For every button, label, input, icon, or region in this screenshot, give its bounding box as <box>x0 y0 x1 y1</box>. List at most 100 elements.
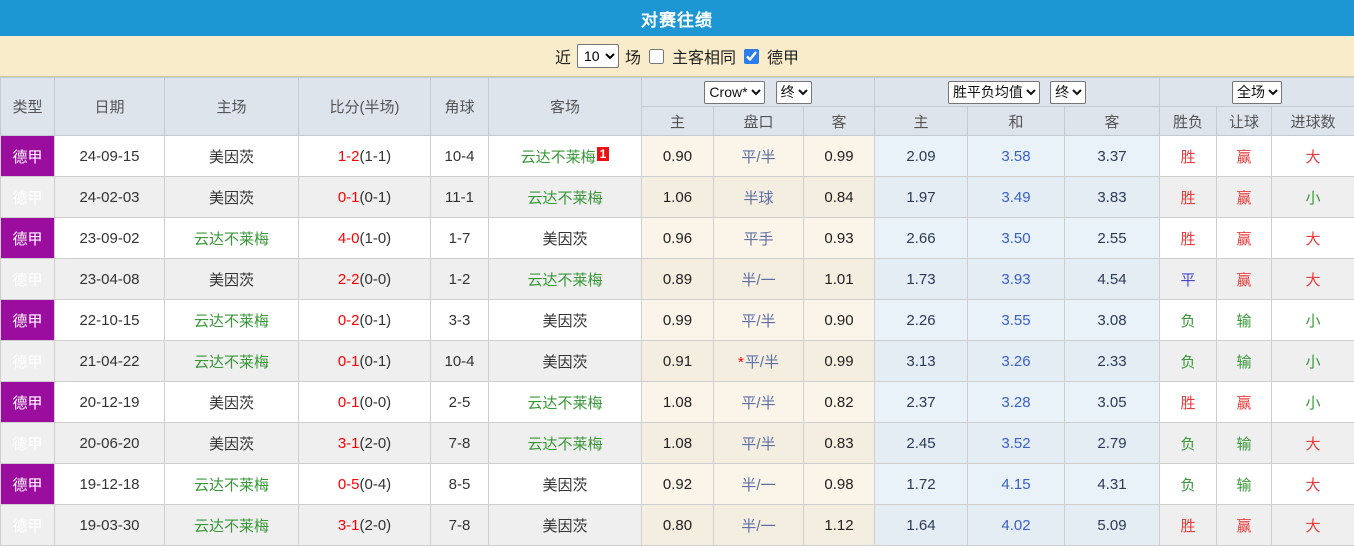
avg-away-odds: 2.55 <box>1064 217 1161 259</box>
bookmaker-select[interactable]: Crow* <box>704 80 766 104</box>
halftime-score: (0-1) <box>359 311 392 329</box>
asia-home-odds: 1.08 <box>641 422 714 464</box>
avg-draw-odds: 3.50 <box>967 217 1066 259</box>
result-group-header: 全场 <box>1159 77 1354 107</box>
league-filter-label: 德甲 <box>767 50 800 67</box>
match-row: 德甲 22-10-15 云达不莱梅 0-2(0-1) 3-3 美因茨 0.99 平/半 0.90… <box>0 299 1354 341</box>
halftime-score: (2-0) <box>359 516 392 534</box>
handicap-result-cell: 输 <box>1216 299 1273 341</box>
col-header-home: 主场 <box>164 77 299 136</box>
away-team: 美因茨 <box>488 504 642 546</box>
recent-label: 近 <box>554 50 571 67</box>
away-team: 美因茨 <box>488 299 642 341</box>
corners-cell: 3-3 <box>430 299 489 341</box>
corners-cell: 7-8 <box>430 422 489 464</box>
goals-result-cell: 小 <box>1271 176 1354 218</box>
col-header-score: 比分(半场) <box>298 77 431 136</box>
asia-handicap: *平/半 <box>713 340 804 382</box>
avg-away-odds: 3.37 <box>1064 135 1161 177</box>
avg-home-odds: 3.13 <box>874 340 969 382</box>
col-header-avg-home: 主 <box>874 106 969 136</box>
corners-cell: 7-8 <box>430 504 489 546</box>
avg-draw-odds: 4.02 <box>967 504 1066 546</box>
avg-home-odds: 1.97 <box>874 176 969 218</box>
match-row: 德甲 24-02-03 美因茨 0-1(0-1) 11-1 云达不莱梅 1.06 半球 0.84… <box>0 176 1354 218</box>
corners-cell: 10-4 <box>430 135 489 177</box>
league-cell: 德甲 <box>0 258 55 300</box>
halftime-score: (0-0) <box>359 393 392 411</box>
asia-home-odds: 0.99 <box>641 299 714 341</box>
recent-count-select[interactable]: 10 <box>576 44 619 68</box>
fulltime-score: 1-2 <box>337 147 360 165</box>
avg-draw-odds: 3.93 <box>967 258 1066 300</box>
avg-away-odds: 5.09 <box>1064 504 1161 546</box>
result-cell: 胜 <box>1159 217 1218 259</box>
asia-away-odds: 0.99 <box>802 340 876 382</box>
home-team: 美因茨 <box>164 258 299 300</box>
col-header-handicap-result: 让球 <box>1216 106 1273 136</box>
asia-away-odds: 0.98 <box>802 463 876 505</box>
halftime-score: (1-0) <box>359 229 392 247</box>
h2h-table: 类型 日期 主场 比分(半场) 角球 客场 Crow* 终 胜平负均值 <box>0 77 1354 546</box>
date-cell: 20-12-19 <box>54 381 165 423</box>
col-header-avg-draw: 和 <box>967 106 1066 136</box>
league-checkbox[interactable] <box>744 48 760 64</box>
avg-type-select[interactable]: 胜平负均值 <box>947 80 1040 104</box>
avg-away-odds: 4.54 <box>1064 258 1161 300</box>
goals-result-cell: 小 <box>1271 299 1354 341</box>
score-cell: 0-1(0-0) <box>298 381 431 423</box>
asia-handicap: 平/半 <box>713 422 804 464</box>
fulltime-score: 3-1 <box>337 434 360 452</box>
handicap-result-cell: 赢 <box>1216 381 1273 423</box>
avg-home-odds: 2.66 <box>874 217 969 259</box>
asia-away-odds: 0.84 <box>802 176 876 218</box>
same-venue-checkbox[interactable] <box>649 48 664 64</box>
avg-home-odds: 1.72 <box>874 463 969 505</box>
header-labels-row: 主 盘口 客 主 和 客 胜负 让球 进球数 <box>1 106 1354 136</box>
result-cell: 平 <box>1159 258 1218 300</box>
asia-handicap: 半/一 <box>713 463 804 505</box>
goals-result-cell: 大 <box>1271 463 1354 505</box>
avg-odds-group-header: 胜平负均值 终 <box>874 77 1161 107</box>
fulltime-score: 3-1 <box>337 516 360 534</box>
fulltime-score: 0-2 <box>337 311 360 329</box>
fulltime-score: 0-1 <box>337 393 360 411</box>
goals-result-cell: 大 <box>1271 504 1354 546</box>
avg-away-odds: 3.05 <box>1064 381 1161 423</box>
col-header-type: 类型 <box>0 77 55 136</box>
corners-cell: 1-2 <box>430 258 489 300</box>
asia-away-odds: 1.01 <box>802 258 876 300</box>
fulltime-score: 4-0 <box>337 229 360 247</box>
handicap-result-cell: 赢 <box>1216 135 1273 177</box>
score-cell: 0-1(0-1) <box>298 340 431 382</box>
avg-away-odds: 2.33 <box>1064 340 1161 382</box>
avg-time-select[interactable]: 终 <box>1050 80 1087 104</box>
date-cell: 23-04-08 <box>54 258 165 300</box>
away-team: 云达不莱梅 1 <box>488 135 642 177</box>
corners-cell: 2-5 <box>430 381 489 423</box>
match-row: 德甲 20-06-20 美因茨 3-1(2-0) 7-8 云达不莱梅 1.08 平/半 0.83… <box>0 422 1354 464</box>
asia-home-odds: 0.89 <box>641 258 714 300</box>
result-cell: 负 <box>1159 463 1218 505</box>
away-team: 云达不莱梅 <box>488 176 642 218</box>
asia-home-odds: 0.92 <box>641 463 714 505</box>
score-cell: 2-2(0-0) <box>298 258 431 300</box>
handicap-result-cell: 赢 <box>1216 258 1273 300</box>
asia-home-odds: 1.06 <box>641 176 714 218</box>
home-team: 美因茨 <box>164 381 299 423</box>
score-cell: 1-2(1-1) <box>298 135 431 177</box>
match-row: 德甲 24-09-15 美因茨 1-2(1-1) 10-4 云达不莱梅 1 0.90 平/半 0.… <box>0 135 1354 177</box>
home-team: 云达不莱梅 <box>164 463 299 505</box>
avg-away-odds: 2.79 <box>1064 422 1161 464</box>
asia-handicap: 半球 <box>713 176 804 218</box>
score-cell: 3-1(2-0) <box>298 504 431 546</box>
scope-select[interactable]: 全场 <box>1232 80 1283 104</box>
score-cell: 3-1(2-0) <box>298 422 431 464</box>
col-header-asia-home: 主 <box>641 106 714 136</box>
away-team: 云达不莱梅 <box>488 422 642 464</box>
avg-home-odds: 2.26 <box>874 299 969 341</box>
avg-away-odds: 4.31 <box>1064 463 1161 505</box>
corners-cell: 8-5 <box>430 463 489 505</box>
bookmaker-time-select[interactable]: 终 <box>775 80 812 104</box>
